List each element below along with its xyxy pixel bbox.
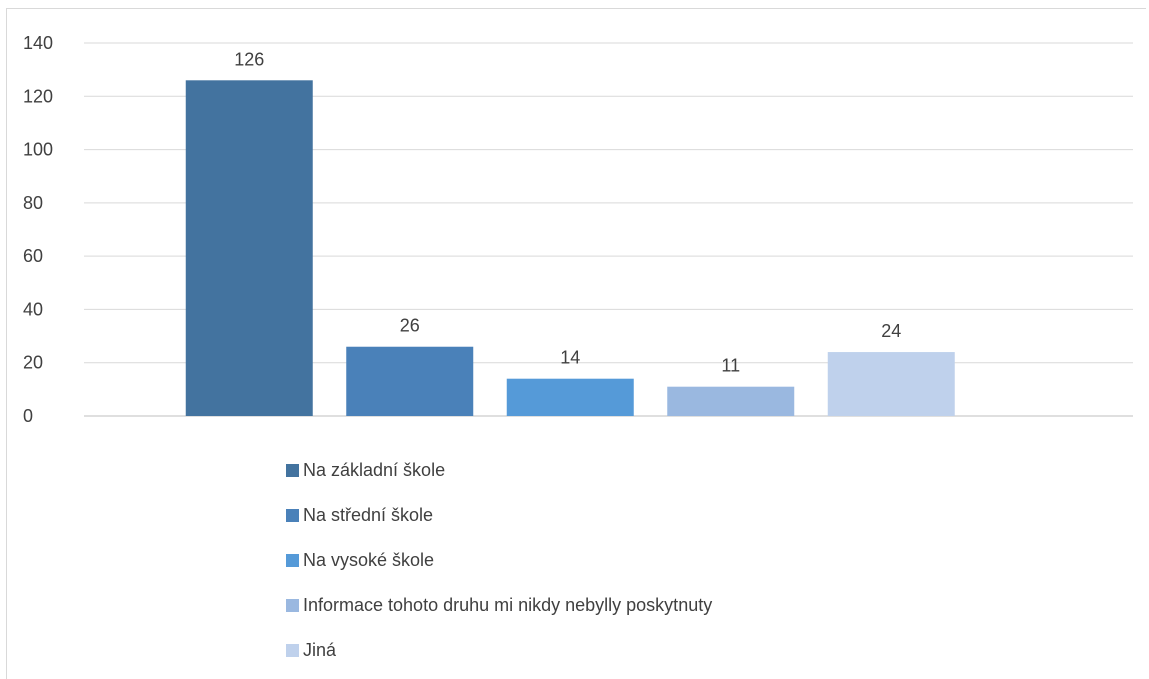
chart-frame: [6, 8, 1146, 679]
legend-item: Na střední škole: [286, 497, 712, 534]
legend: Na základní škole Na střední škole Na vyso…: [286, 452, 712, 677]
bar-2: [346, 346, 474, 416]
data-label-2: 26: [400, 316, 420, 336]
data-label-3: 14: [560, 348, 580, 368]
legend-swatch: [286, 464, 299, 477]
y-tick-label: 20: [23, 353, 43, 373]
legend-swatch: [286, 644, 299, 657]
legend-label: Informace tohoto druhu mi nikdy nebylly …: [303, 595, 713, 615]
y-tick-label: 100: [23, 140, 53, 160]
y-tick-label: 0: [23, 406, 33, 426]
bars: [185, 80, 955, 417]
legend-item: Informace tohoto druhu mi nikdy nebylly …: [286, 587, 712, 624]
bar-1: [185, 80, 313, 417]
legend-label: Na střední škole: [303, 505, 434, 525]
legend-item: Na vysoké škole: [286, 542, 712, 579]
y-tick-label: 40: [23, 299, 43, 319]
y-tick-label: 140: [23, 33, 53, 53]
bar-3: [506, 378, 634, 416]
data-label-4: 11: [721, 356, 740, 376]
legend-label: Jiná: [303, 640, 337, 660]
legend-item: Jiná: [286, 632, 712, 669]
legend-swatch: [286, 554, 299, 567]
legend-label: Na základní škole: [303, 460, 446, 480]
bar-5: [827, 352, 955, 416]
y-tick-label: 80: [23, 193, 43, 213]
data-labels: 126 26 14 11 24: [234, 49, 901, 375]
legend-swatch: [286, 509, 299, 522]
y-tick-label: 120: [23, 86, 53, 106]
bar-4: [667, 386, 795, 416]
legend-swatch: [286, 599, 299, 612]
legend-label: Na vysoké škole: [303, 550, 435, 570]
y-axis-ticks: 0 20 40 60 80 100 120 140: [23, 33, 53, 426]
data-label-1: 126: [234, 49, 264, 69]
y-tick-label: 60: [23, 246, 43, 266]
data-label-5: 24: [881, 321, 901, 341]
legend-item: Na základní škole: [286, 452, 712, 489]
